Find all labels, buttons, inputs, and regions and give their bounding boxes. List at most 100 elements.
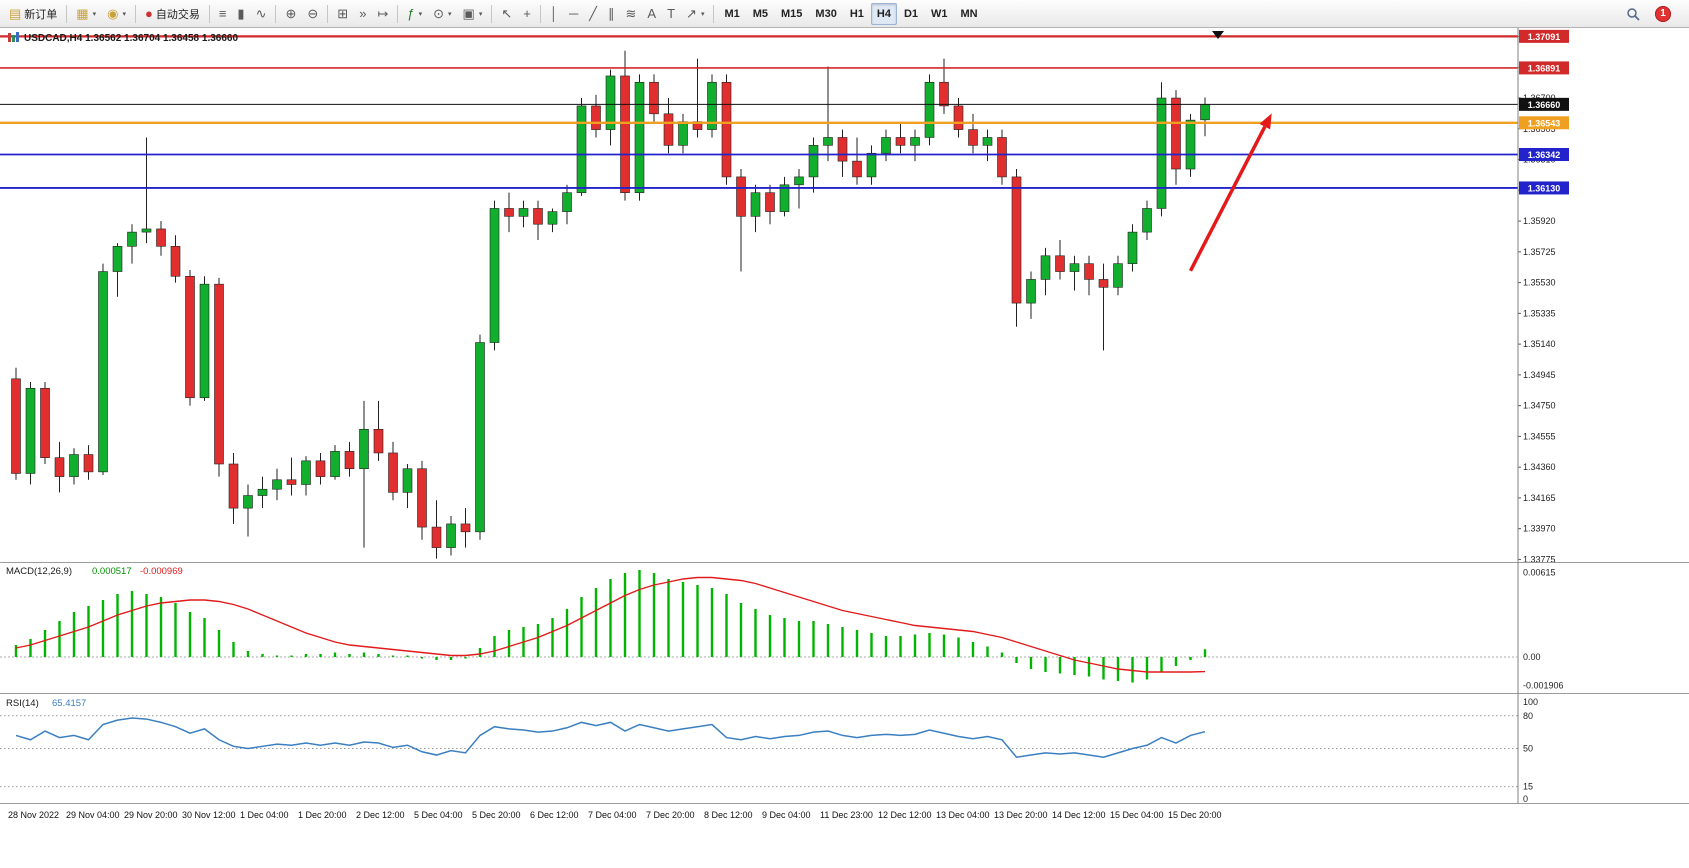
price-axis-tick-label: 1.34945 <box>1523 370 1556 380</box>
rsi-line <box>15 717 1206 759</box>
candle-body <box>953 105 964 130</box>
new-chart-button[interactable]: ▦ ▾ <box>71 3 101 25</box>
candle-body <box>446 523 456 548</box>
candle-body <box>402 468 413 493</box>
cursor-button[interactable]: ↖ <box>496 3 517 25</box>
chart-shift-button[interactable]: ↦ <box>372 3 393 25</box>
timeframe-d1-button[interactable]: D1 <box>898 3 924 25</box>
time-axis-label: 13 Dec 04:00 <box>936 810 990 820</box>
candle-body <box>344 451 355 470</box>
candle-body <box>750 192 761 217</box>
text-label-button[interactable]: T <box>662 3 680 25</box>
profiles-button[interactable]: ◉ ▾ <box>102 3 131 25</box>
text-label-icon: T <box>667 6 676 21</box>
template-button[interactable]: ▣ ▾ <box>458 3 488 25</box>
candle-body <box>605 75 616 130</box>
candle-body <box>243 495 253 509</box>
candle-body <box>678 121 688 146</box>
text-icon: A <box>647 6 657 21</box>
candle-body <box>823 137 833 146</box>
toolbar-separator <box>713 4 715 23</box>
timeframe-h1-button[interactable]: H1 <box>844 3 870 25</box>
autotrading-button[interactable]: ● 自动交易 <box>140 3 205 25</box>
trend-arrow-annotation[interactable] <box>1188 125 1267 272</box>
auto-scroll-button[interactable]: » <box>354 3 371 25</box>
time-axis-label: 29 Nov 04:00 <box>66 810 120 820</box>
indicators-button[interactable]: ƒ ▾ <box>402 3 427 25</box>
autotrading-icon: ● <box>144 6 153 21</box>
candle-body <box>185 275 195 399</box>
timeframe-m30-button[interactable]: M30 <box>809 3 842 25</box>
macd-panel[interactable] <box>0 562 1518 694</box>
candlestick-chart-button[interactable]: ▮ <box>232 3 249 25</box>
search-button[interactable] <box>1621 3 1645 25</box>
candle-body <box>1011 176 1022 304</box>
period-button[interactable]: ⊙ ▾ <box>428 3 456 25</box>
time-axis-label: 7 Dec 04:00 <box>588 810 637 820</box>
text-button[interactable]: A <box>642 3 661 25</box>
chart-title-icon <box>16 32 19 42</box>
price-axis-tick-label: 1.35725 <box>1523 247 1556 257</box>
arrows-icon: ↗ <box>686 6 697 21</box>
timeframe-m1-button-label: M1 <box>724 7 740 20</box>
chart-shift-marker <box>1212 31 1224 39</box>
pivot-line-price-label-text: 1.36543 <box>1528 118 1561 128</box>
time-axis[interactable] <box>0 803 1689 864</box>
trendline-icon: ╱ <box>589 6 597 21</box>
timeframe-m15-button[interactable]: M15 <box>775 3 808 25</box>
rsi-indicator-label: RSI(14) <box>6 698 39 709</box>
candle-body <box>736 176 746 217</box>
new-chart-icon: ▦ <box>76 6 89 21</box>
timeframe-m1-button[interactable]: M1 <box>718 3 745 25</box>
time-axis-label: 6 Dec 12:00 <box>530 810 579 820</box>
candle-body <box>794 176 804 186</box>
vertical-line-button[interactable]: │ <box>545 3 563 25</box>
trendline-button[interactable]: ╱ <box>584 3 602 25</box>
price-chart: 1.370901.368951.367001.365051.363101.361… <box>0 28 1689 863</box>
zoom-out-button[interactable]: ⊖ <box>302 3 323 25</box>
timeframe-mn-button[interactable]: MN <box>955 3 984 25</box>
equidistant-channel-button[interactable]: ∥ <box>603 3 620 25</box>
candle-body <box>1026 279 1036 304</box>
fibonac​ci-button[interactable]: ≋ <box>621 3 642 25</box>
tile-windows-button[interactable]: ⊞ <box>332 3 353 25</box>
candle-body <box>40 387 50 458</box>
timeframe-d1-button-label: D1 <box>903 7 919 20</box>
timeframe-h4-button[interactable]: H4 <box>870 2 897 25</box>
new-order-button[interactable]: ▤ 新订单 <box>4 3 62 25</box>
candle-body <box>1156 97 1167 209</box>
arrows-button[interactable]: ↗ ▾ <box>681 3 709 25</box>
timeframe-m5-button[interactable]: M5 <box>747 3 774 25</box>
candle-body <box>1084 263 1094 280</box>
time-axis-label: 5 Dec 04:00 <box>414 810 463 820</box>
chart-plot-area[interactable] <box>0 28 1518 561</box>
candle-body <box>533 208 543 225</box>
macd-main-value: 0.000517 <box>92 566 132 577</box>
notification-badge[interactable]: 1 <box>1655 5 1671 22</box>
crosshair-button[interactable]: + <box>518 3 536 25</box>
time-axis-label: 28 Nov 2022 <box>8 810 59 820</box>
timeframe-w1-button[interactable]: W1 <box>925 3 954 25</box>
line-chart-button[interactable]: ∿ <box>251 3 272 25</box>
candle-body <box>388 452 398 493</box>
candle-body <box>866 152 877 178</box>
trend-arrow-head[interactable] <box>1259 113 1272 130</box>
candle-body <box>25 387 36 474</box>
support-line-lower-price-label <box>1519 181 1569 195</box>
rsi-panel[interactable] <box>0 694 1518 803</box>
candle-body <box>1069 263 1080 272</box>
candle-body <box>170 246 181 277</box>
tile-windows-icon: ⊞ <box>337 6 349 21</box>
candle-body <box>504 208 514 217</box>
zoom-in-icon: ⊕ <box>285 6 297 21</box>
candle-body <box>214 283 224 465</box>
candle-body <box>373 428 384 454</box>
rsi-value: 65.4157 <box>52 698 86 709</box>
price-axis-tick-label: 1.35920 <box>1523 216 1556 226</box>
zoom-in-button[interactable]: ⊕ <box>280 3 301 25</box>
horizontal-line-button[interactable]: ─ <box>564 3 583 25</box>
candle-body <box>228 463 239 509</box>
macd-scale-label: 0.00615 <box>1523 568 1556 578</box>
bar-chart-button[interactable]: ≡ <box>214 3 232 25</box>
timeframe-h4-button-label: H4 <box>876 7 891 20</box>
